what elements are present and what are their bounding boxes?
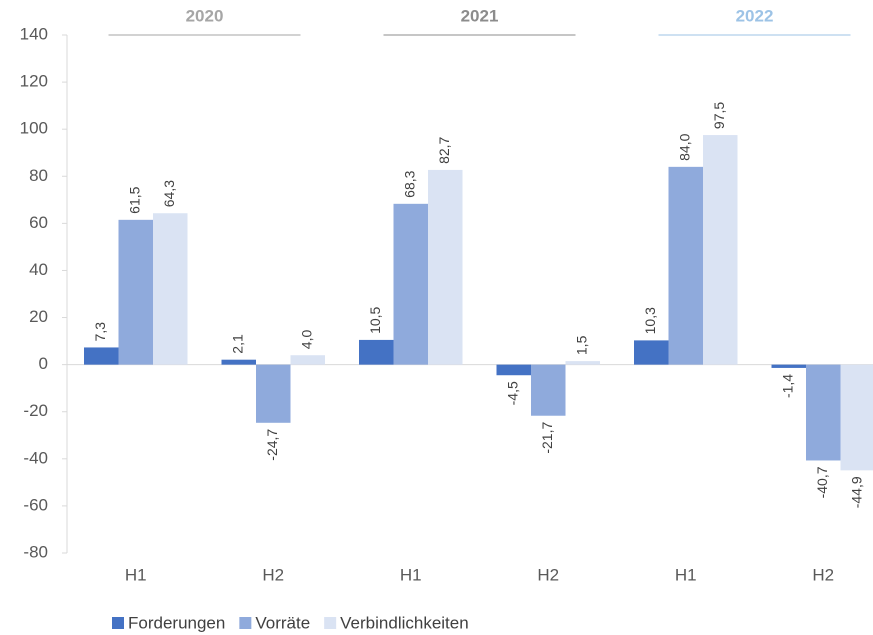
value-label: 4,0 bbox=[298, 330, 314, 350]
bar bbox=[771, 364, 806, 368]
value-label: 68,3 bbox=[401, 170, 417, 197]
bar bbox=[359, 339, 394, 365]
y-tick-label: 80 bbox=[29, 166, 48, 185]
bar bbox=[290, 355, 325, 365]
bar bbox=[428, 169, 463, 365]
y-tick-label: 0 bbox=[39, 354, 48, 373]
legend-swatch bbox=[324, 617, 337, 629]
bar bbox=[531, 364, 566, 416]
value-label: 61,5 bbox=[126, 186, 142, 213]
value-label: 10,5 bbox=[367, 306, 383, 333]
y-tick-label: 20 bbox=[29, 307, 48, 326]
y-tick-label: -40 bbox=[23, 448, 48, 467]
value-label: 10,3 bbox=[642, 307, 658, 334]
y-tick-label: 60 bbox=[29, 213, 48, 232]
bar bbox=[806, 364, 841, 461]
y-tick-label: -20 bbox=[23, 401, 48, 420]
value-label: -44,9 bbox=[848, 476, 864, 508]
bar bbox=[668, 166, 703, 365]
bar bbox=[840, 364, 873, 471]
x-tick-label: H2 bbox=[262, 565, 284, 584]
y-tick-label: 40 bbox=[29, 260, 48, 279]
y-tick-label: 100 bbox=[20, 119, 48, 138]
y-tick-label: 140 bbox=[20, 24, 48, 43]
value-label: -21,7 bbox=[539, 422, 555, 454]
group-label: 2020 bbox=[186, 6, 224, 25]
bar bbox=[393, 203, 428, 365]
legend-swatch bbox=[112, 617, 124, 629]
value-label: -4,5 bbox=[504, 381, 520, 405]
group-label: 2022 bbox=[736, 6, 774, 25]
bar bbox=[118, 219, 153, 365]
bar bbox=[256, 364, 291, 423]
y-tick-label: 120 bbox=[20, 72, 48, 91]
value-label: 64,3 bbox=[161, 180, 177, 207]
x-tick-label: H1 bbox=[675, 565, 697, 584]
bar bbox=[565, 361, 600, 365]
x-tick-label: H2 bbox=[537, 565, 559, 584]
value-label: 2,1 bbox=[229, 334, 245, 354]
value-label: 82,7 bbox=[436, 136, 452, 163]
x-tick-label: H1 bbox=[400, 565, 422, 584]
value-label: 84,0 bbox=[676, 133, 692, 160]
value-label: 7,3 bbox=[92, 322, 108, 342]
value-label: -40,7 bbox=[814, 466, 830, 498]
value-label: -24,7 bbox=[264, 429, 280, 461]
value-label: -1,4 bbox=[779, 374, 795, 398]
y-tick-label: -80 bbox=[23, 542, 48, 561]
bar bbox=[703, 135, 738, 365]
x-tick-label: H2 bbox=[812, 565, 834, 584]
y-tick-label: -60 bbox=[23, 495, 48, 514]
bar bbox=[634, 340, 669, 365]
legend-label: Forderungen bbox=[128, 613, 225, 632]
legend-swatch bbox=[239, 617, 252, 629]
legend-label: Vorräte bbox=[255, 613, 310, 632]
bar bbox=[84, 347, 119, 365]
value-label: 97,5 bbox=[711, 102, 727, 129]
bar bbox=[221, 359, 256, 365]
x-tick-label: H1 bbox=[125, 565, 147, 584]
bar bbox=[496, 364, 531, 376]
legend-label: Verbindlichkeiten bbox=[340, 613, 469, 632]
group-label: 2021 bbox=[461, 6, 499, 25]
bar bbox=[153, 213, 188, 365]
value-label: 1,5 bbox=[573, 335, 589, 355]
